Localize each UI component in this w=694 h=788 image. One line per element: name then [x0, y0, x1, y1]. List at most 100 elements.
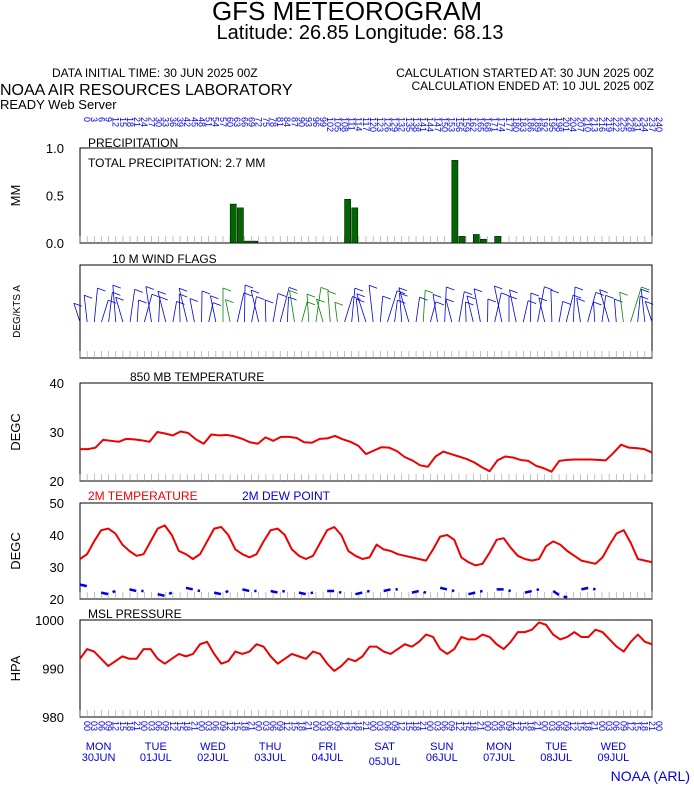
hour-top-label: 210 — [583, 117, 593, 132]
wind-barb-flag — [256, 296, 265, 300]
hour-bottom-label: 09 — [275, 721, 285, 731]
wind-barb — [250, 290, 260, 323]
wind-barb-flag — [250, 289, 260, 294]
hour-bottom-label: 12 — [339, 721, 349, 731]
y-tick-label: 1.0 — [46, 141, 64, 156]
dew2m-line — [213, 589, 229, 596]
wind-barb — [157, 291, 167, 323]
hour-bottom-label: 06 — [154, 721, 164, 731]
hour-top-label: 81 — [275, 117, 285, 127]
hour-top-label: 15 — [118, 117, 128, 127]
hour-top-label: 180 — [511, 117, 521, 132]
wind-barb-flag — [508, 295, 518, 300]
lab-name: NOAA AIR RESOURCES LABORATORY — [0, 82, 293, 99]
wind-barb-flag — [368, 284, 378, 289]
wind-barb — [599, 289, 610, 323]
precip-bar — [251, 240, 259, 244]
hour-top-label: 93 — [304, 117, 314, 127]
wind-barb — [279, 287, 290, 323]
hour-bottom-label: 15 — [461, 721, 471, 731]
wind-barb — [572, 287, 576, 323]
wind-barb — [379, 296, 384, 323]
wind-barb-flag — [645, 300, 654, 305]
wind-barb-flag — [576, 297, 585, 302]
wind-barb-flag — [145, 286, 155, 290]
wind-barb-flag — [356, 298, 365, 303]
precip-bar — [344, 199, 351, 244]
hour-top-label: 150 — [440, 117, 450, 132]
wind-barb — [93, 288, 98, 323]
day-label-dow: MON — [86, 741, 112, 753]
day-label-dow: WED — [601, 741, 627, 753]
wind-barb — [558, 301, 564, 323]
hour-bottom-label: 12 — [568, 721, 578, 731]
day-label-dow: TUE — [145, 741, 167, 753]
wind-barb-flag — [157, 290, 167, 295]
wind-barb-flag — [501, 292, 510, 297]
wind-barb-flag — [432, 294, 442, 298]
dew2m-line — [129, 588, 144, 593]
wind-barb-flag — [289, 290, 298, 294]
hour-bottom-label: 21 — [532, 721, 542, 731]
wind-barb — [399, 293, 403, 323]
precip-bar — [480, 238, 487, 244]
hour-top-label: 36 — [168, 117, 178, 127]
hour-bottom-label: 09 — [561, 721, 571, 731]
wind-barb — [101, 300, 109, 323]
dew2m-line — [383, 588, 398, 593]
hour-top-label: 42 — [182, 117, 192, 127]
hour-top-label: 195 — [547, 117, 557, 132]
wind-barb-flag — [530, 292, 540, 297]
wind-barb-flag — [73, 302, 82, 307]
hour-top-label: 159 — [461, 117, 471, 132]
wind-barb — [576, 298, 581, 323]
hour-bottom-label: 21 — [246, 721, 256, 731]
wind-barb — [444, 287, 447, 323]
hour-top-label: 237 — [647, 117, 657, 132]
dew2m-line — [524, 588, 540, 594]
y-tick-label: 20 — [50, 592, 64, 607]
wind-barb-flag — [641, 288, 650, 293]
wind-barb — [509, 289, 517, 323]
hour-top-label: 228 — [625, 117, 635, 132]
wind-barb — [432, 294, 438, 323]
hour-top-label: 123 — [375, 117, 385, 132]
hour-top-label: 171 — [490, 117, 500, 132]
wind-barb — [537, 286, 545, 323]
hour-bottom-label: 03 — [604, 721, 614, 731]
wind-barb-flag — [201, 290, 211, 295]
wind-barb-flag — [614, 298, 623, 303]
hour-bottom-label: 06 — [325, 721, 335, 731]
hour-bottom-label: 18 — [354, 721, 364, 731]
hour-top-label: 222 — [611, 117, 621, 132]
wind-barb-flag — [562, 301, 571, 305]
hour-bottom-label: 18 — [239, 721, 249, 731]
wind-barb-flag — [509, 289, 518, 294]
hour-top-label: 198 — [554, 117, 564, 132]
wind-barb — [522, 300, 529, 323]
hour-top-label: 102 — [325, 117, 335, 132]
hour-bottom-label: 18 — [182, 721, 192, 731]
hour-top-label: 213 — [590, 117, 600, 132]
hour-bottom-label: 00 — [597, 721, 607, 731]
hour-top-label: 63 — [232, 117, 242, 127]
wind-barb-flag — [425, 289, 434, 294]
day-label-dow: SUN — [430, 741, 453, 753]
wind-barb — [143, 294, 153, 323]
precip-bar — [237, 207, 244, 244]
wind-barb — [178, 294, 181, 323]
y-tick-label: 0.5 — [46, 189, 64, 204]
precip-bar — [473, 234, 480, 244]
precip-ylabel: MM — [8, 185, 23, 207]
wind-barb — [458, 291, 465, 323]
hour-bottom-label: 00 — [196, 721, 206, 731]
wind-barb-flag — [538, 297, 548, 302]
wind-barb — [112, 285, 117, 323]
hour-top-label: 99 — [318, 117, 328, 127]
hour-bottom-label: 06 — [554, 721, 564, 731]
wind-barb — [387, 290, 398, 323]
dew2m-line — [355, 589, 370, 596]
hour-top-label: 141 — [418, 117, 428, 132]
hour-top-label: 66 — [239, 117, 249, 127]
